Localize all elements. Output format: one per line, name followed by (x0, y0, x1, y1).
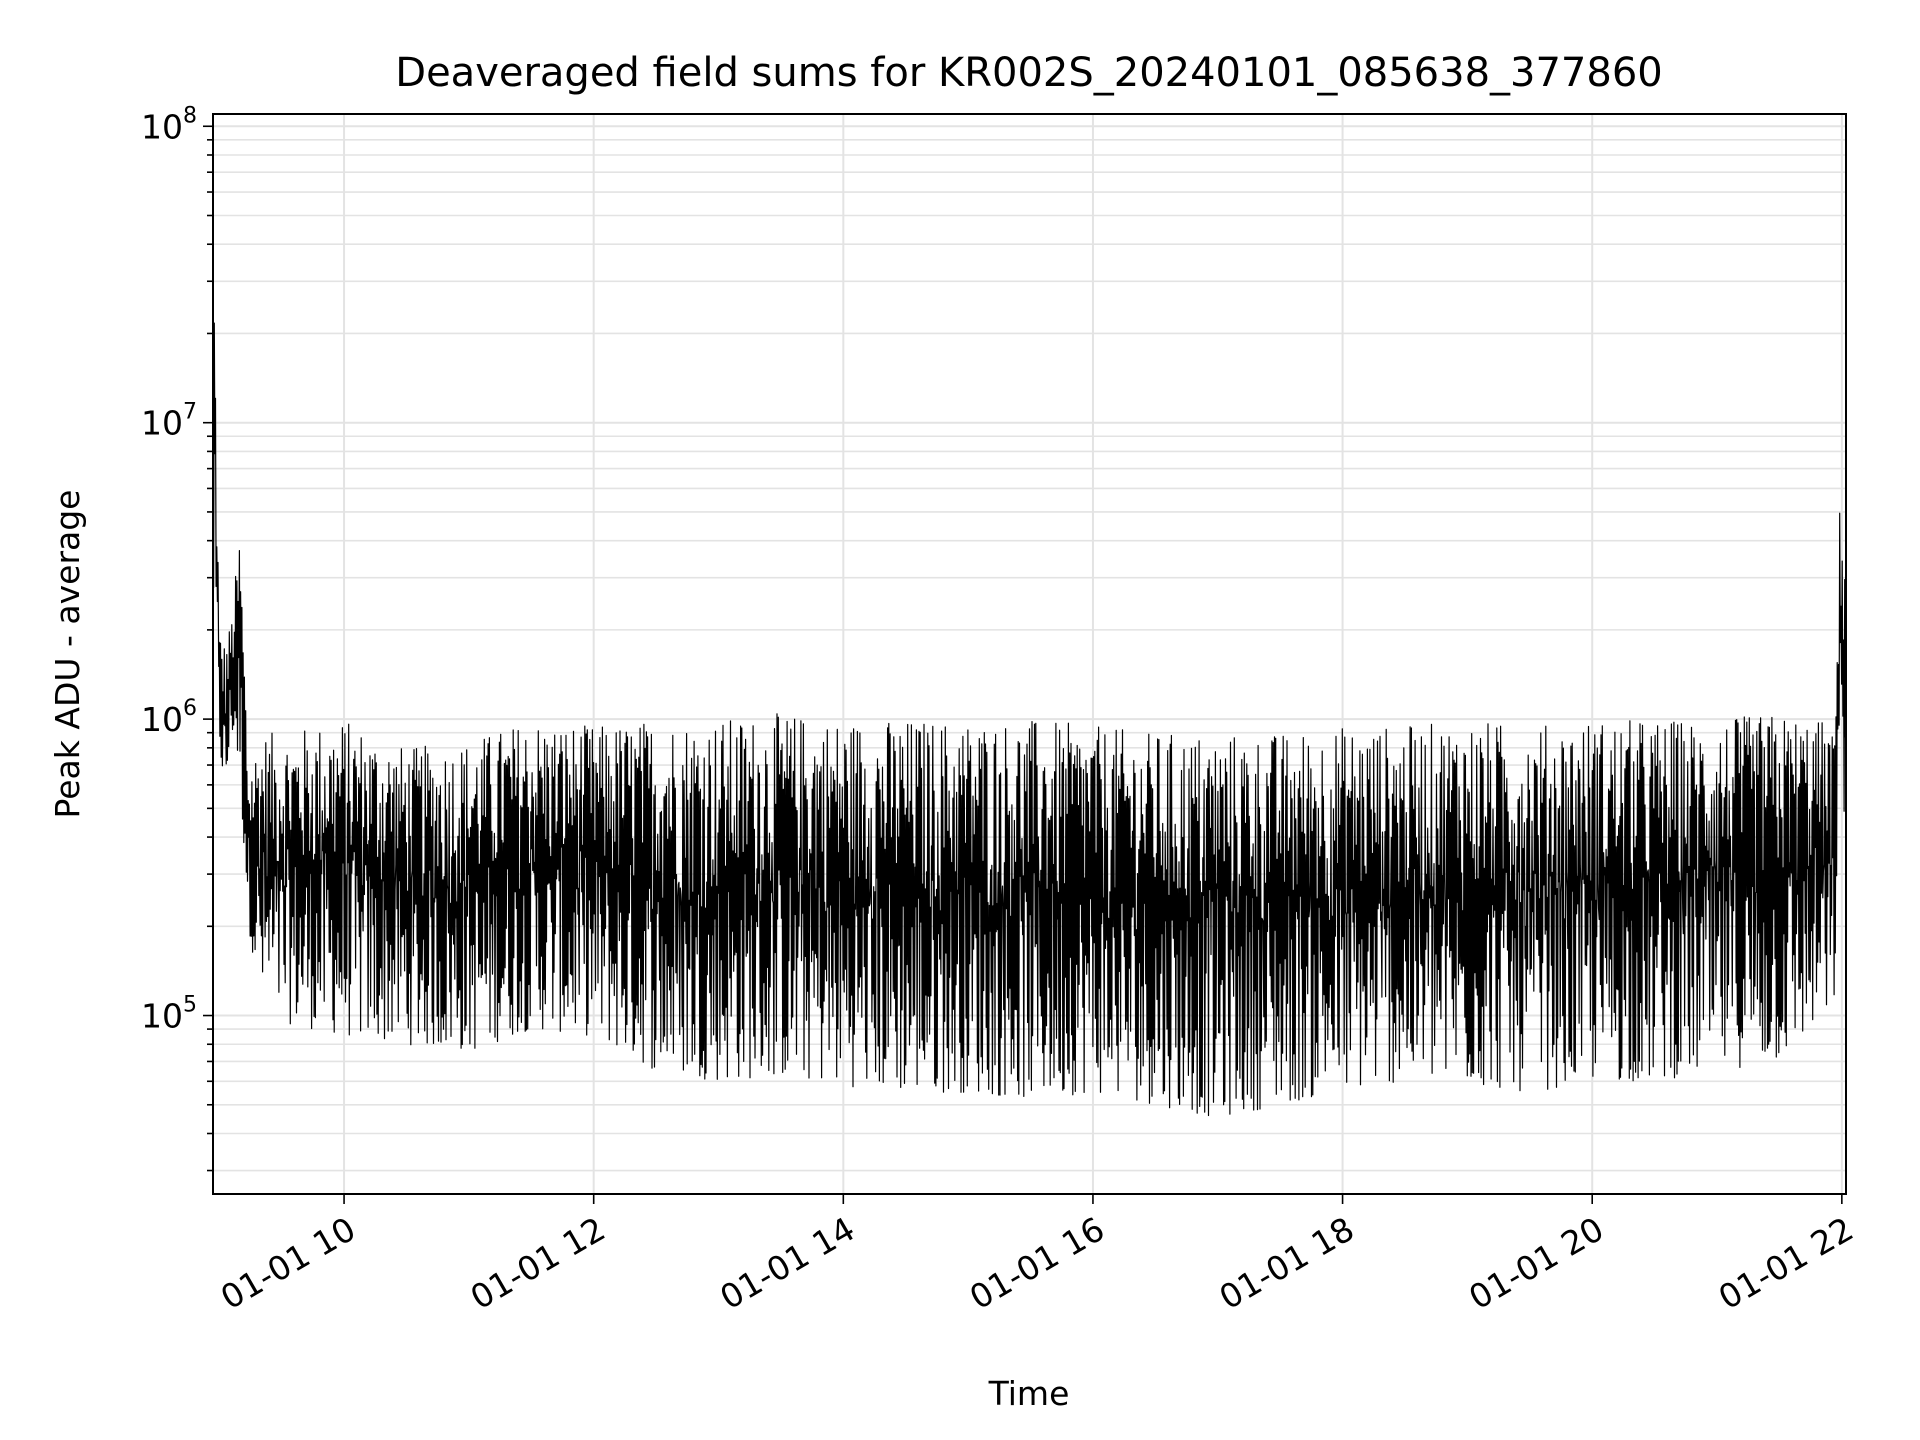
y-tick-base: 10 (141, 700, 183, 739)
series-line (212, 236, 1847, 1117)
y-tick-label: 107 (141, 400, 197, 443)
y-tick-exponent: 6 (183, 696, 197, 721)
y-tick-label: 105 (141, 993, 197, 1036)
y-axis-label: Peak ADU - average (48, 490, 87, 819)
plot-frame (212, 113, 1847, 1195)
y-tick-exponent: 5 (183, 993, 197, 1018)
y-tick-label: 108 (141, 103, 197, 146)
y-tick-base: 10 (141, 997, 183, 1036)
chart-title: Deaveraged field sums for KR002S_2024010… (395, 50, 1662, 96)
x-axis-label: Time (988, 1374, 1070, 1413)
series-line-path (212, 236, 1847, 1117)
y-tick-label: 106 (141, 696, 197, 739)
y-tick-exponent: 8 (183, 103, 197, 128)
y-tick-exponent: 7 (183, 400, 197, 425)
y-tick-base: 10 (141, 107, 183, 146)
y-tick-base: 10 (141, 404, 183, 443)
